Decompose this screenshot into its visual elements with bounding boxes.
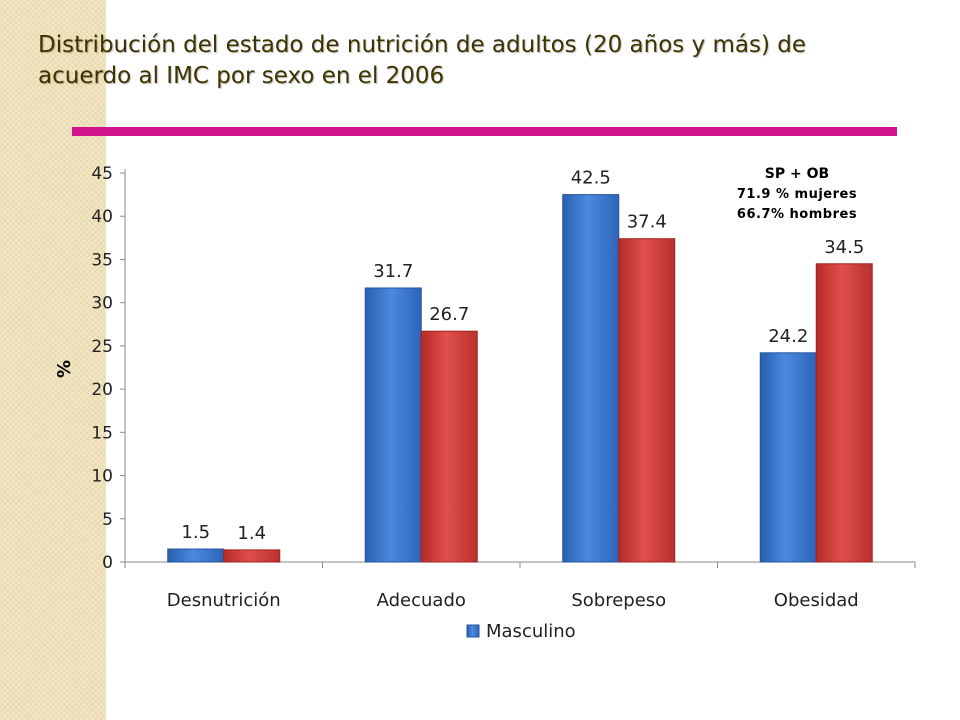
y-tick-label: 40: [91, 207, 113, 227]
annotation-line-1: SP + OB: [764, 166, 830, 182]
x-tick-label: Desnutrición: [167, 590, 281, 611]
data-label: 1.4: [237, 523, 266, 544]
data-label: 26.7: [429, 304, 469, 325]
y-tick-label: 10: [91, 467, 113, 487]
data-label: 42.5: [571, 168, 611, 189]
annotation-line-3: 66.7% hombres: [736, 207, 858, 222]
x-tick-label: Adecuado: [377, 590, 466, 611]
bar-femenino-1: [223, 549, 281, 563]
title-accent-bar: [72, 127, 897, 136]
slide-title: Distribución del estado de nutrición de …: [38, 32, 807, 89]
y-tick-label: 5: [102, 510, 113, 530]
y-tick-label: 20: [91, 380, 113, 400]
legend-label-masculino: Masculino: [486, 621, 576, 642]
data-label: 24.2: [768, 326, 808, 347]
bar-femenino-2: [420, 330, 478, 563]
bar-masculino-2: [364, 287, 422, 563]
y-tick-label: 30: [91, 294, 113, 314]
y-tick-label: 35: [91, 250, 113, 270]
bar-masculino-4: [759, 352, 817, 563]
bar-femenino-3: [618, 238, 676, 563]
bar-masculino-3: [562, 194, 620, 563]
data-label: 31.7: [373, 261, 413, 282]
y-tick-label: 45: [91, 164, 113, 184]
sp-ob-annotation: SP + OB 71.9 % mujeres 66.7% hombres: [712, 163, 882, 225]
y-axis-label: %: [54, 360, 75, 378]
y-tick-label: 25: [91, 337, 113, 357]
y-tick-label: 0: [102, 553, 113, 573]
y-tick-label: 15: [91, 423, 113, 443]
annotation-line-2: 71.9 % mujeres: [736, 187, 858, 202]
data-label: 34.5: [824, 237, 864, 258]
x-tick-label: Obesidad: [774, 590, 859, 611]
decorative-side-strip: [0, 0, 106, 720]
bar-femenino-4: [815, 263, 873, 563]
x-tick-label: Sobrepeso: [571, 590, 666, 611]
legend-swatch-masculino: [466, 624, 480, 638]
data-label: 37.4: [627, 212, 667, 233]
data-label: 1.5: [181, 522, 210, 543]
bar-masculino-1: [167, 548, 225, 563]
